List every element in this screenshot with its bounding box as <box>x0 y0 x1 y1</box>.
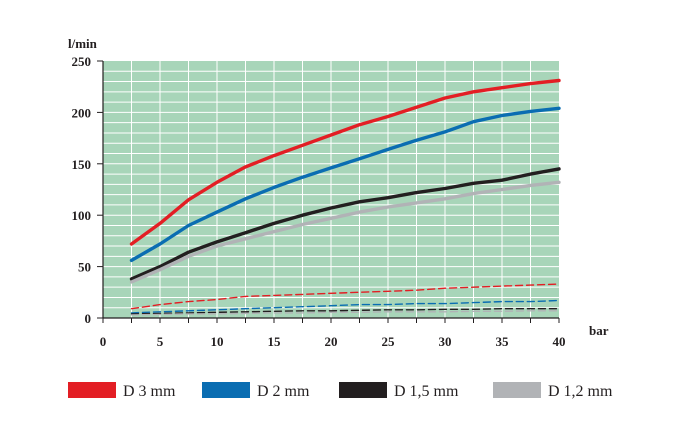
x-tick-label: 10 <box>211 334 224 349</box>
grid-lines <box>103 61 559 318</box>
y-tick-label: 250 <box>72 54 92 69</box>
y-tick-label: 150 <box>72 157 92 172</box>
x-tick-label: 25 <box>382 334 396 349</box>
legend-label: D 1,5 mm <box>394 383 459 400</box>
legend-label: D 3 mm <box>123 383 176 400</box>
series-lines <box>129 78 561 316</box>
x-tick-label: 40 <box>553 334 566 349</box>
legend-label: D 2 mm <box>257 383 310 400</box>
axes: 0 5 10 15 20 25 30 35 40 0 50 100 150 200 250 <box>72 54 566 349</box>
x-tick-label: 20 <box>325 334 338 349</box>
y-tick-label: 50 <box>78 260 91 275</box>
x-tick-label: 30 <box>439 334 452 349</box>
x-tick-label: 5 <box>157 334 164 349</box>
x-axis-label: bar <box>589 323 609 338</box>
series-line-dashed-6 <box>130 308 560 315</box>
series-line-0 <box>129 78 561 246</box>
y-tick-label: 200 <box>72 105 92 120</box>
x-tick-label: 35 <box>496 334 510 349</box>
series-line-dashed-4 <box>130 283 560 310</box>
series-line-1 <box>129 106 561 263</box>
legend: D 3 mm D 2 mm D 1,5 mm D 1,2 mm <box>68 382 613 400</box>
legend-label: D 1,2 mm <box>548 383 613 400</box>
y-axis-label: l/min <box>68 36 98 51</box>
legend-swatch <box>202 382 250 398</box>
legend-swatch <box>339 382 387 398</box>
series-line-dashed-7 <box>130 310 560 316</box>
series-line-2 <box>129 167 561 281</box>
series-line-dashed-5 <box>130 299 560 314</box>
x-tick-label: 0 <box>100 334 107 349</box>
x-tick-label: 15 <box>268 334 282 349</box>
series-line-3 <box>129 180 561 284</box>
y-tick-label: 0 <box>85 311 92 326</box>
legend-swatch <box>493 382 541 398</box>
legend-swatch <box>68 382 116 398</box>
y-tick-label: 100 <box>72 208 92 223</box>
